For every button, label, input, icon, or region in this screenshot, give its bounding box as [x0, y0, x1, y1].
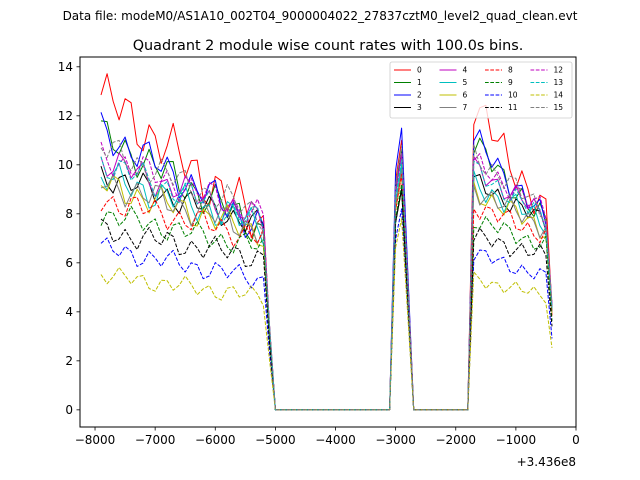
x-tick-label: 0	[572, 433, 580, 447]
legend-label-15: 15	[554, 103, 564, 112]
y-tick-label: 4	[65, 305, 73, 319]
x-tick-label: −3000	[375, 433, 416, 447]
legend-label-7: 7	[463, 103, 468, 112]
legend-label-2: 2	[417, 91, 422, 100]
x-tick-label: −7000	[135, 433, 176, 447]
x-offset-label: +3.436e8	[517, 455, 576, 469]
y-axis: 0 2 4 6 8 10 12 14	[58, 60, 80, 417]
legend-label-6: 6	[463, 91, 468, 100]
legend-label-10: 10	[508, 91, 518, 100]
y-tick-label: 0	[65, 403, 73, 417]
legend-label-13: 13	[554, 78, 564, 87]
legend-label-3: 3	[417, 103, 422, 112]
x-axis: −8000 −7000 −6000 −5000 −4000 −3000 −2000 −1000…	[75, 427, 580, 447]
x-tick-label: −5000	[255, 433, 296, 447]
y-tick-label: 12	[58, 109, 73, 123]
legend-box	[389, 61, 573, 119]
series-line-11	[100, 188, 553, 411]
x-tick-label: −4000	[315, 433, 356, 447]
y-tick-label: 2	[65, 354, 73, 368]
x-tick-label: −1000	[496, 433, 537, 447]
plot-area	[79, 56, 577, 428]
y-tick-label: 8	[65, 207, 73, 221]
series-line-15	[100, 139, 553, 411]
y-tick-label: 10	[58, 158, 73, 172]
series-line-8	[100, 174, 553, 411]
x-tick-label: −8000	[75, 433, 116, 447]
y-tick-label: 14	[58, 60, 73, 74]
chart-title: Quadrant 2 module wise count rates with …	[133, 38, 524, 54]
legend-label-11: 11	[508, 103, 518, 112]
x-tick-label: −6000	[195, 433, 236, 447]
legend-label-5: 5	[463, 78, 468, 87]
legend-label-1: 1	[417, 78, 422, 87]
legend-label-8: 8	[508, 66, 513, 75]
y-tick-label: 6	[65, 256, 73, 270]
legend-label-12: 12	[554, 66, 564, 75]
axes-frame	[79, 56, 577, 428]
legend-label-4: 4	[463, 66, 468, 75]
figure-suptitle: Data file: modeM0/AS1A10_002T04_90000040…	[63, 9, 578, 23]
legend-label-0: 0	[417, 66, 422, 75]
x-tick-label: −2000	[435, 433, 476, 447]
legend-label-14: 14	[554, 91, 564, 100]
legend-label-9: 9	[508, 78, 513, 87]
series-layer	[100, 73, 553, 411]
